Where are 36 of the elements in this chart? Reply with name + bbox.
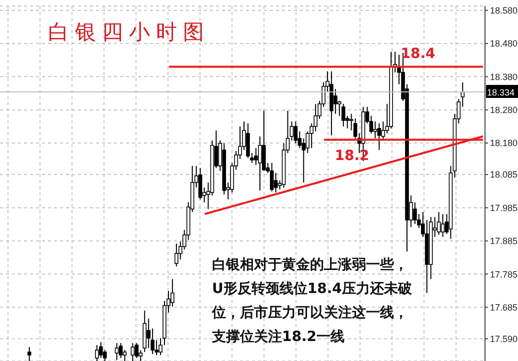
y-tick-label: 18.380 [490, 72, 518, 82]
y-tick-label: 17.685 [490, 302, 518, 312]
candlestick [134, 342, 139, 359]
candlestick [254, 148, 258, 166]
y-tick-label: 17.590 [490, 334, 518, 344]
y-tick-label: 17.785 [490, 269, 518, 280]
y-tick-label: 17.885 [490, 236, 518, 246]
y-tick-label: 18.280 [490, 105, 518, 116]
candlestick [440, 214, 445, 238]
text: 白银四小时图 [48, 19, 210, 46]
y-tick-label: 18.580 [490, 6, 518, 16]
annotation: 白银相对于黄金的上涨弱一些， [212, 256, 409, 275]
candlestick [174, 243, 178, 267]
candlestick [377, 122, 382, 150]
candlestick [294, 120, 298, 144]
candlestick [373, 120, 378, 139]
y-tick-label: 18.085 [490, 170, 518, 180]
y-tick-label: 18.480 [490, 38, 518, 49]
y-tick-label: 18.180 [490, 138, 518, 148]
y-tick-label: 17.985 [490, 202, 518, 213]
candlestick [27, 346, 32, 361]
annotation: U形反转颈线位18.4压力还未破 [212, 280, 412, 299]
annotation: 18.4 [400, 44, 436, 63]
annotation: 支撑位关注18.2一线 [212, 328, 346, 347]
candlestick [413, 202, 417, 224]
ref-line-label: 18.334 [487, 87, 515, 98]
candlestick [274, 172, 278, 193]
candlestick [198, 167, 202, 200]
candlestick [98, 342, 103, 359]
candlestick [334, 88, 338, 114]
candlestick [270, 162, 274, 192]
candlestick [341, 103, 346, 127]
candlestick [118, 342, 123, 359]
annotation: 位，后市压力可以关注这一线， [212, 304, 409, 323]
candlestick [436, 212, 441, 236]
candlestick [258, 136, 262, 191]
